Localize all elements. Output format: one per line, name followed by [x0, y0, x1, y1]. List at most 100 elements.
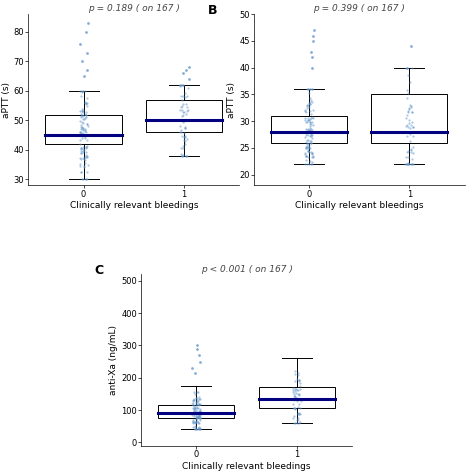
Point [79, 87, 87, 95]
Point [78, 145, 85, 152]
Point [296, 391, 303, 398]
Point [178, 132, 186, 140]
Point [404, 107, 411, 115]
Point [291, 391, 298, 398]
Point [404, 160, 411, 167]
Point [76, 162, 83, 170]
Point [196, 401, 203, 408]
Point [303, 129, 310, 137]
Point [83, 142, 91, 149]
Point [82, 111, 90, 119]
Point [307, 48, 315, 55]
Point [84, 161, 91, 169]
Point [77, 149, 84, 157]
Point [81, 100, 89, 107]
Point [79, 119, 87, 127]
Point [82, 110, 89, 118]
Point [82, 144, 90, 152]
Point [191, 391, 199, 398]
Title: p < 0.001 ( on 167 ): p < 0.001 ( on 167 ) [201, 264, 292, 273]
Point [81, 132, 89, 140]
Point [180, 81, 187, 89]
Point [76, 136, 83, 144]
Point [183, 152, 191, 160]
Point [294, 370, 301, 377]
Point [408, 118, 416, 126]
Point [308, 98, 316, 106]
Point [409, 132, 417, 139]
Point [290, 386, 297, 394]
Point [301, 116, 309, 124]
Point [407, 148, 414, 156]
Point [177, 92, 185, 100]
Point [306, 85, 313, 93]
Point [82, 114, 89, 122]
Point [192, 425, 200, 432]
Point [77, 121, 85, 129]
Point [80, 148, 87, 156]
Point [301, 114, 309, 121]
Point [295, 401, 302, 408]
Point [76, 128, 83, 136]
Point [404, 64, 411, 72]
Point [405, 119, 413, 127]
Point [192, 401, 200, 408]
Point [191, 369, 199, 377]
Point [306, 120, 314, 128]
Point [294, 410, 302, 417]
Point [304, 147, 312, 155]
Point [83, 176, 91, 183]
Point [83, 102, 91, 109]
Point [309, 118, 316, 126]
Point [407, 146, 414, 154]
Point [192, 398, 200, 405]
Point [76, 140, 84, 148]
Point [292, 393, 299, 401]
Point [194, 400, 201, 407]
Point [190, 395, 198, 403]
Point [306, 144, 313, 151]
Point [190, 412, 197, 419]
Point [189, 411, 196, 419]
Point [307, 120, 315, 128]
Point [80, 132, 87, 139]
Point [406, 105, 413, 112]
Point [305, 117, 313, 124]
Point [182, 94, 189, 101]
Point [177, 106, 184, 114]
Point [306, 126, 313, 134]
Point [181, 133, 189, 141]
Point [181, 123, 189, 131]
Point [302, 153, 310, 160]
Point [294, 394, 301, 401]
Point [76, 40, 83, 47]
Point [180, 108, 188, 116]
Point [402, 64, 410, 72]
Point [307, 115, 314, 122]
Point [78, 106, 86, 113]
Point [193, 389, 201, 396]
Point [196, 424, 204, 431]
Point [177, 82, 184, 90]
Point [191, 404, 198, 411]
Text: B: B [208, 4, 217, 17]
Point [292, 377, 299, 385]
Point [308, 149, 315, 157]
Point [309, 115, 317, 122]
Point [179, 111, 186, 119]
Point [307, 137, 315, 145]
Point [292, 392, 299, 400]
Point [196, 408, 203, 415]
Point [306, 108, 314, 115]
Point [310, 27, 318, 34]
Point [295, 377, 302, 385]
Point [190, 401, 197, 409]
Point [304, 116, 312, 124]
Point [78, 147, 85, 155]
Point [189, 419, 197, 426]
Point [308, 139, 315, 146]
Point [183, 92, 191, 100]
Point [402, 153, 410, 161]
Point [404, 71, 411, 78]
Point [191, 404, 198, 412]
